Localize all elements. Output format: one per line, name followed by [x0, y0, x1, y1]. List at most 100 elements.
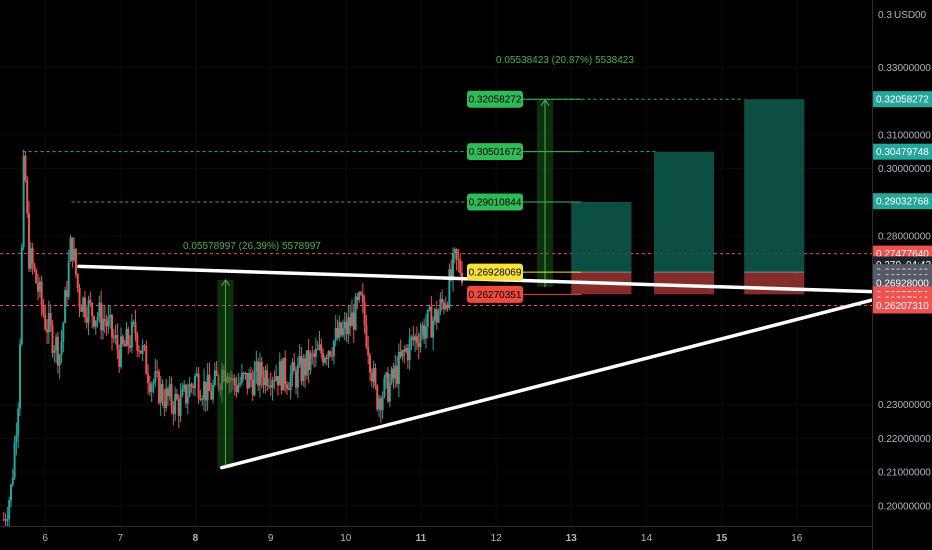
trendline — [220, 298, 874, 470]
candle-body — [332, 340, 335, 357]
candle-body — [76, 273, 79, 288]
price-tag — [873, 193, 932, 210]
candle-body — [175, 394, 178, 400]
level-boxes: 0.32058272 0.30501672 0.29010844 0.26928069… — [467, 90, 581, 303]
time-tick-label: 7 — [117, 533, 123, 544]
candle-body — [327, 351, 330, 359]
candle-body — [329, 351, 332, 356]
candle-body — [154, 371, 157, 383]
candle-body — [222, 370, 225, 382]
candle-body — [212, 384, 215, 400]
candle-body — [338, 322, 341, 338]
candle-body — [300, 356, 303, 382]
time-axis[interactable] — [0, 526, 872, 550]
candle-body — [253, 371, 256, 396]
candle-body — [217, 375, 220, 388]
candle-body — [441, 298, 444, 303]
candle-body — [118, 349, 121, 367]
price-tag-label: 0.26928000 — [876, 278, 929, 289]
candle-body — [17, 408, 20, 436]
candle-body — [4, 519, 7, 521]
candle-body — [193, 376, 196, 389]
candle-body — [96, 317, 99, 321]
candle-body — [361, 294, 364, 303]
candle-body — [44, 314, 47, 330]
candle-body — [9, 484, 12, 501]
candle-body — [125, 328, 128, 347]
price-tag-label: 0.29032768 — [876, 197, 929, 208]
candle-body — [248, 372, 251, 389]
candle-body — [192, 386, 195, 389]
candle-body — [437, 312, 440, 323]
candle-body — [266, 370, 269, 387]
candle-body — [323, 357, 326, 363]
candle-body — [423, 325, 426, 339]
candle-body — [123, 344, 126, 347]
candle-body — [278, 361, 281, 386]
dashed-levels — [0, 98, 872, 306]
candle-body — [179, 395, 182, 416]
candle-body — [64, 290, 67, 323]
position-profit-zone — [571, 201, 632, 273]
candle-body — [129, 345, 132, 348]
candle-body — [415, 336, 418, 343]
candle-body — [147, 374, 150, 384]
level-box — [467, 193, 523, 211]
candle-body — [186, 396, 189, 404]
candle-body — [172, 406, 175, 415]
time-tick-label: 11 — [416, 533, 427, 544]
candle-body — [101, 318, 104, 331]
candle-body — [181, 388, 184, 396]
candle-body — [230, 377, 233, 381]
candle-body — [148, 383, 151, 393]
candle-body — [260, 361, 263, 378]
candle-body — [67, 261, 70, 297]
candle-body — [340, 322, 343, 336]
candle-body — [453, 248, 456, 254]
candle-body — [408, 338, 411, 361]
price-tick-label: 0.28000000 — [878, 232, 931, 243]
candle-body — [33, 264, 36, 270]
time-tick-label: 6 — [42, 533, 48, 544]
candle-body — [219, 387, 222, 390]
level-box — [467, 143, 523, 161]
candle-body — [6, 518, 9, 521]
candle-body — [18, 344, 21, 409]
time-tick-label: 15 — [716, 533, 728, 544]
candles — [2, 149, 464, 530]
candle-body — [304, 358, 307, 376]
candle-body — [170, 384, 173, 407]
candle-body — [152, 382, 155, 385]
candle-body — [295, 371, 298, 388]
candle-body — [46, 329, 49, 333]
candle-body — [336, 327, 339, 338]
candle-body — [143, 345, 146, 347]
candle-body — [177, 399, 180, 416]
candle-body — [231, 378, 234, 381]
candle-body — [161, 384, 164, 402]
candle-body — [258, 361, 261, 386]
candle-body — [372, 368, 375, 382]
candle-body — [412, 336, 415, 341]
level-box — [467, 90, 523, 108]
candle-body — [293, 362, 296, 372]
candle-body — [354, 296, 357, 330]
candle-body — [165, 388, 168, 408]
currency-label[interactable]: USD — [894, 10, 915, 21]
candle-body — [280, 361, 283, 391]
candle-body — [331, 355, 334, 357]
candle-body — [65, 290, 68, 297]
candle-body — [103, 318, 106, 322]
candle-body — [150, 384, 153, 393]
candle-body — [87, 300, 90, 323]
candle-body — [60, 341, 63, 356]
candle-body — [347, 317, 350, 334]
candle-body — [387, 372, 390, 402]
position-profit-zone — [654, 151, 715, 273]
candle-body — [92, 316, 95, 327]
candle-body — [112, 337, 115, 339]
candle-body — [401, 349, 404, 357]
price-tick-label: 0.30000000 — [878, 164, 931, 175]
candle-body — [226, 376, 229, 383]
